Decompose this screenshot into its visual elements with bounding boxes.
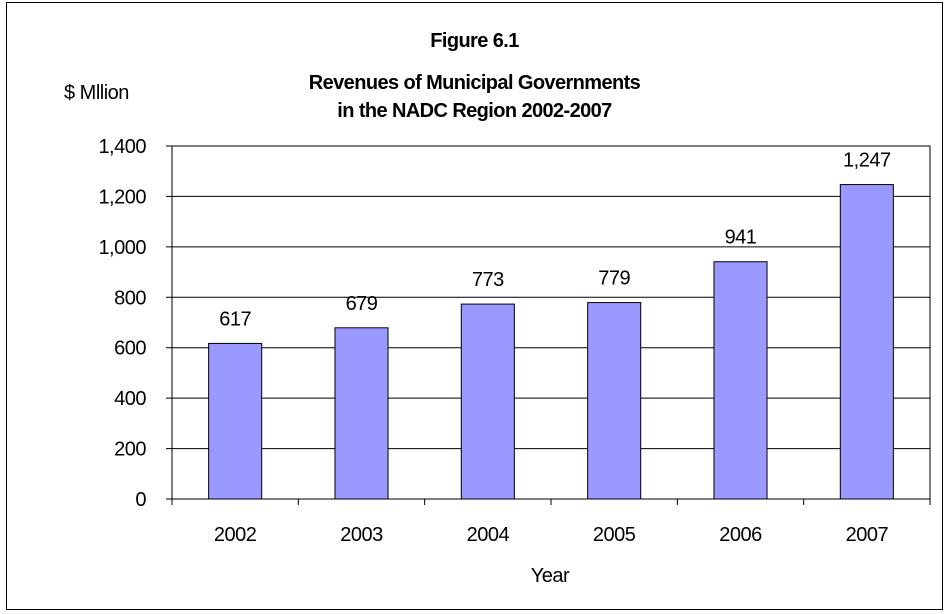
y-tick-label: 1,400 bbox=[98, 136, 146, 158]
plot-area-border bbox=[171, 145, 931, 500]
bar-layer bbox=[208, 184, 894, 500]
data-label: 679 bbox=[346, 293, 378, 315]
y-tick-label: 1,000 bbox=[98, 237, 146, 259]
chart-title-line-2: Revenues of Municipal Governments bbox=[308, 72, 641, 94]
axis-layer bbox=[166, 145, 931, 505]
x-tick-label: 2003 bbox=[340, 524, 383, 546]
label-layer: 0 200 400 600 800 1,000 1,200 1,400 617 2002 679 20… bbox=[98, 136, 891, 546]
x-tick-label: 2004 bbox=[467, 524, 510, 546]
y-tick-label: 800 bbox=[114, 287, 146, 309]
y-tick-label: 1,200 bbox=[98, 186, 146, 208]
chart-title-line-3: in the NADC Region 2002-2007 bbox=[337, 100, 612, 122]
data-label: 1,247 bbox=[843, 150, 891, 172]
x-axis-label: Year bbox=[531, 565, 570, 587]
data-label: 617 bbox=[219, 308, 251, 330]
y-tick-label: 200 bbox=[114, 439, 146, 461]
y-tick-label: 400 bbox=[114, 388, 146, 410]
data-label: 773 bbox=[472, 269, 504, 291]
bar bbox=[460, 303, 515, 500]
bar bbox=[587, 302, 642, 500]
bar bbox=[334, 327, 389, 500]
x-tick-label: 2002 bbox=[214, 524, 257, 546]
x-tick-label: 2005 bbox=[593, 524, 636, 546]
bar bbox=[713, 261, 768, 500]
y-tick-label: 600 bbox=[114, 338, 146, 360]
y-tick-label: 0 bbox=[135, 489, 146, 511]
x-tick-label: 2006 bbox=[719, 524, 762, 546]
data-label: 779 bbox=[598, 268, 630, 290]
x-tick-label: 2007 bbox=[846, 524, 889, 546]
bar bbox=[208, 342, 263, 500]
chart-title-line-1: Figure 6.1 bbox=[430, 30, 519, 52]
y-axis-label: $ Mllion bbox=[64, 82, 129, 104]
grid-layer bbox=[172, 145, 930, 450]
data-label: 941 bbox=[725, 227, 757, 249]
bar bbox=[839, 184, 894, 500]
